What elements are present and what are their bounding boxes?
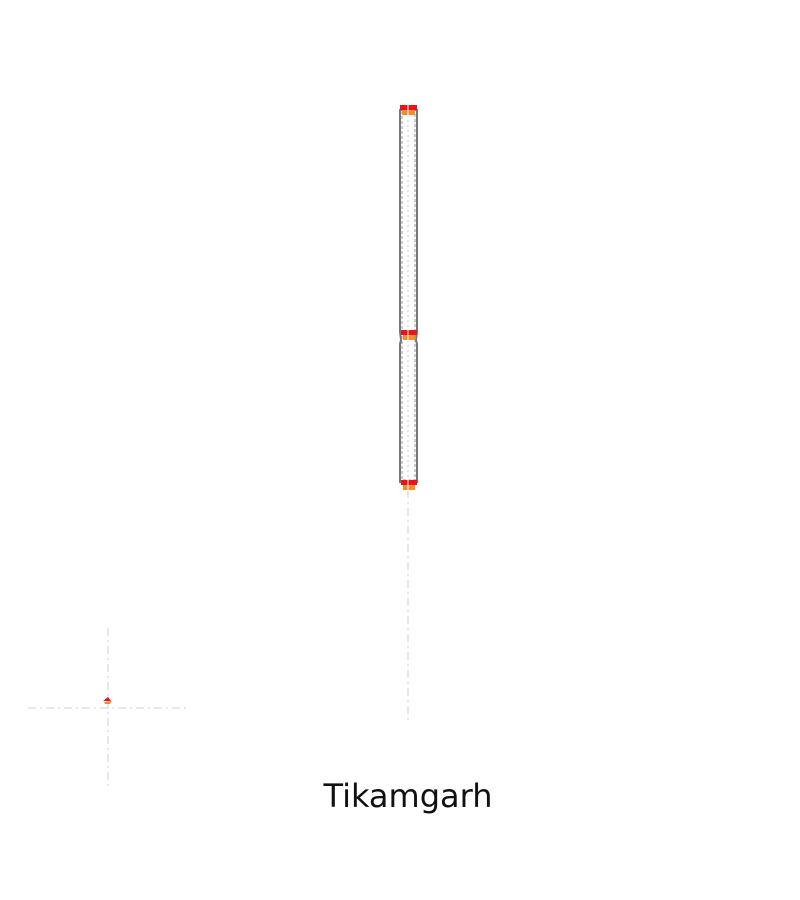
top-marker-icon [400,104,417,116]
map-label: Tikamgarh [323,777,493,815]
region-strip [399,109,418,483]
bottom-marker-icon [401,479,417,491]
middle-marker-icon [401,329,417,341]
inset-marker-icon [103,697,112,704]
